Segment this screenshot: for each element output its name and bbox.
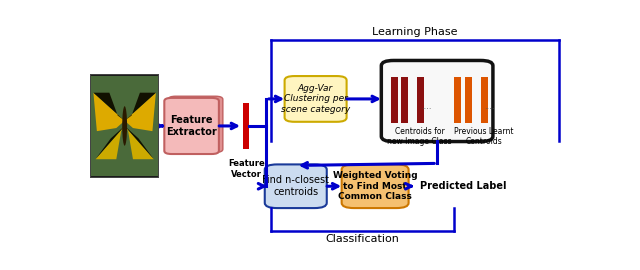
Bar [481,77,488,123]
Text: Agg-Var
Clustering per
scene category: Agg-Var Clustering per scene category [281,84,350,114]
Text: Find n-closest
centroids: Find n-closest centroids [262,176,329,197]
Text: Previous Learnt
Centroids: Previous Learnt Centroids [454,127,514,146]
Text: ....: .... [484,102,495,111]
Bar [465,77,472,123]
FancyBboxPatch shape [342,164,408,208]
Text: Predicted Label: Predicted Label [420,181,506,191]
Bar [454,77,461,123]
Bar [417,77,424,123]
FancyBboxPatch shape [164,98,219,154]
Bar [401,77,408,123]
Bar [391,77,398,123]
Text: Feature
Extractor: Feature Extractor [166,115,217,137]
Text: Feature
Vector: Feature Vector [228,159,264,179]
Text: ....: .... [421,102,431,111]
FancyBboxPatch shape [285,76,347,122]
Text: Classification: Classification [326,234,399,244]
FancyBboxPatch shape [381,60,493,141]
Text: Centroids for
new Image Class: Centroids for new Image Class [387,127,452,146]
FancyBboxPatch shape [265,164,327,208]
Text: Weighted Voting
to Find Most
Common Class: Weighted Voting to Find Most Common Clas… [333,171,417,201]
Text: Learning Phase: Learning Phase [372,27,458,37]
FancyBboxPatch shape [168,96,223,152]
Bar [243,103,250,149]
